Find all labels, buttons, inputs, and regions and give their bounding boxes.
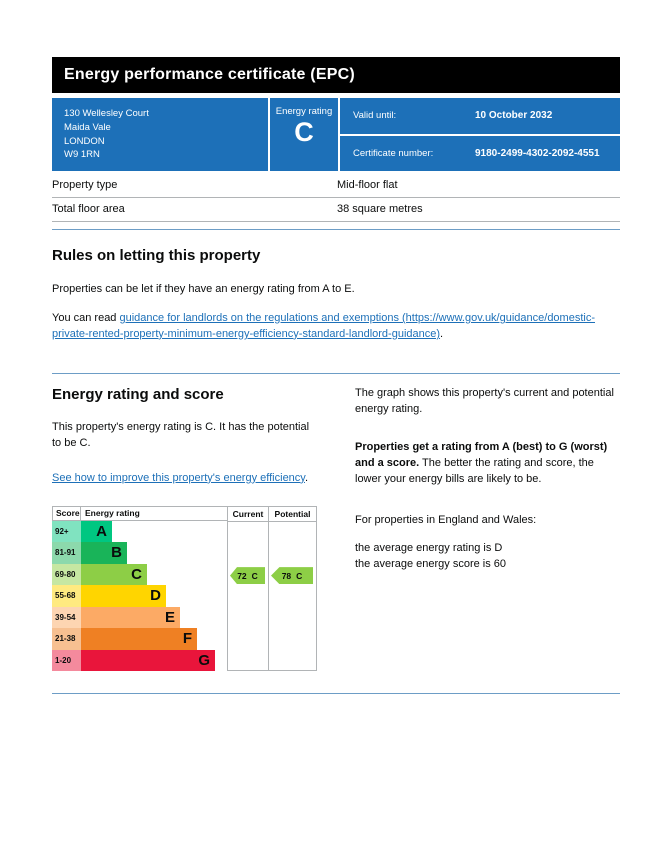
fact-value: Mid-floor flat	[337, 179, 398, 191]
potential-rating-column: Potential 78 C	[269, 505, 317, 672]
table-row: Property type Mid-floor flat	[52, 174, 620, 198]
england-wales-text: For properties in England and Wales:	[355, 513, 537, 526]
rating-column-header: Energy rating	[85, 507, 140, 518]
current-letter: C	[251, 570, 258, 581]
certificate-number-row: Certificate number: 9180-2499-4302-2092-…	[340, 135, 620, 171]
band-row-c: 69-80 C	[52, 563, 227, 586]
current-rating-column: Current 72 C	[227, 505, 269, 672]
rating-bands: Score Energy rating 92+ A 81-91 B 69-8	[52, 505, 227, 672]
band-row-f: 21-38 F	[52, 628, 227, 650]
potential-letter: C	[296, 570, 303, 581]
address-line: W9 1RN	[64, 149, 100, 161]
valid-until-row: Valid until: 10 October 2032	[340, 98, 620, 134]
band-letter: C	[131, 565, 142, 583]
energy-rating-section: Energy rating and score This property's …	[52, 385, 620, 672]
potential-rating-arrow: 78 C	[271, 567, 313, 585]
fact-label: Total floor area	[52, 203, 125, 215]
band-letter: D	[150, 587, 161, 605]
band-bar: C	[81, 563, 147, 586]
improve-paragraph: See how to improve this property's energ…	[52, 471, 320, 487]
band-row-g: 1-20 G	[52, 649, 227, 672]
band-bar: A	[81, 520, 112, 543]
certificate-number-label: Certificate number:	[353, 147, 434, 159]
energy-rating-box: Energy rating C	[270, 98, 338, 171]
page-title: Energy performance certificate (EPC)	[52, 57, 620, 93]
score-range: 81-91	[52, 542, 81, 564]
valid-until-value: 10 October 2032	[475, 110, 553, 122]
average-stats-text: the average energy rating is D the avera…	[355, 541, 620, 573]
score-range: 55-68	[52, 585, 81, 607]
band-bar: E	[81, 606, 180, 629]
energy-rating-graph: Score Energy rating 92+ A 81-91 B 69-8	[52, 505, 317, 672]
average-score-line: the average energy score is 60	[355, 558, 507, 571]
landlord-guidance-link[interactable]: guidance for landlords on the regulation…	[52, 311, 595, 340]
rating-section-heading: Energy rating and score	[52, 385, 224, 403]
address-line: 130 Wellesley Court	[64, 108, 149, 119]
guidance-text-suffix: .	[440, 327, 444, 340]
band-row-a: 92+ A	[52, 520, 227, 543]
fact-label: Property type	[52, 179, 118, 191]
band-letter: B	[111, 544, 122, 562]
rating-scale-text: Properties get a rating from A (best) to…	[355, 440, 620, 488]
average-rating-line: the average energy rating is D	[355, 542, 503, 555]
band-letter: E	[164, 608, 175, 626]
rules-section-heading: Rules on letting this property	[52, 247, 261, 264]
band-letter: G	[198, 651, 210, 669]
rating-left-column: Energy rating and score This property's …	[52, 385, 320, 672]
improve-suffix: .	[304, 471, 309, 484]
address-line: Maida Vale	[64, 121, 111, 133]
band-letter: F	[182, 630, 192, 648]
band-bar: F	[81, 628, 197, 650]
summary-panel: 130 Wellesley Court Maida Vale LONDON W9…	[52, 98, 620, 171]
graph-header-row: Score Energy rating	[52, 505, 227, 521]
rating-intro-text: This property's energy rating is C. It h…	[52, 420, 310, 449]
property-facts-table: Property type Mid-floor flat Total floor…	[52, 174, 620, 222]
property-address: 130 Wellesley Court Maida Vale LONDON W9…	[52, 98, 268, 171]
fact-value: 38 square metres	[337, 203, 423, 215]
rules-paragraph: Properties can be let if they have an en…	[52, 283, 355, 295]
validity-box: Valid until: 10 October 2032 Certificate…	[340, 98, 620, 171]
band-bar: D	[81, 585, 166, 607]
guidance-text-prefix: You can read	[52, 311, 120, 324]
section-divider	[52, 229, 620, 230]
valid-until-label: Valid until:	[353, 110, 397, 122]
table-row: Total floor area 38 square metres	[52, 198, 620, 222]
energy-rating-label: Energy rating	[275, 106, 333, 117]
score-range: 69-80	[52, 563, 81, 586]
rating-scale-rest: The better the rating and score, the low…	[355, 456, 594, 485]
address-line: LONDON	[64, 135, 105, 147]
improve-efficiency-link[interactable]: See how to improve this property's energ…	[52, 471, 305, 484]
current-score: 72	[237, 570, 247, 581]
energy-rating-value: C	[294, 117, 314, 147]
certificate-number-value: 9180-2499-4302-2092-4551	[475, 147, 600, 159]
band-bar: G	[81, 649, 215, 672]
document-content: Energy performance certificate (EPC) 130…	[52, 57, 620, 695]
section-divider	[52, 372, 620, 374]
potential-score: 78	[281, 570, 292, 581]
band-bar: B	[81, 542, 127, 564]
score-column-header: Score	[53, 506, 81, 520]
current-column-header: Current	[228, 507, 268, 522]
band-letter: A	[96, 522, 107, 540]
score-range: 1-20	[52, 649, 81, 672]
rating-right-column: The graph shows this property's current …	[355, 386, 620, 671]
current-rating-arrow: 72 C	[230, 567, 265, 585]
score-range: 92+	[52, 520, 81, 543]
rules-guidance-paragraph: You can read guidance for landlords on t…	[52, 311, 620, 343]
score-range: 39-54	[52, 606, 81, 629]
potential-column-header: Potential	[269, 507, 316, 522]
band-row-d: 55-68 D	[52, 585, 227, 607]
band-row-e: 39-54 E	[52, 606, 227, 629]
rating-scale-bold: Properties get a rating from A (best) to…	[355, 440, 608, 469]
band-row-b: 81-91 B	[52, 542, 227, 564]
score-range: 21-38	[52, 628, 81, 650]
graph-explainer-text: The graph shows this property's current …	[355, 386, 614, 415]
section-divider	[52, 693, 620, 695]
